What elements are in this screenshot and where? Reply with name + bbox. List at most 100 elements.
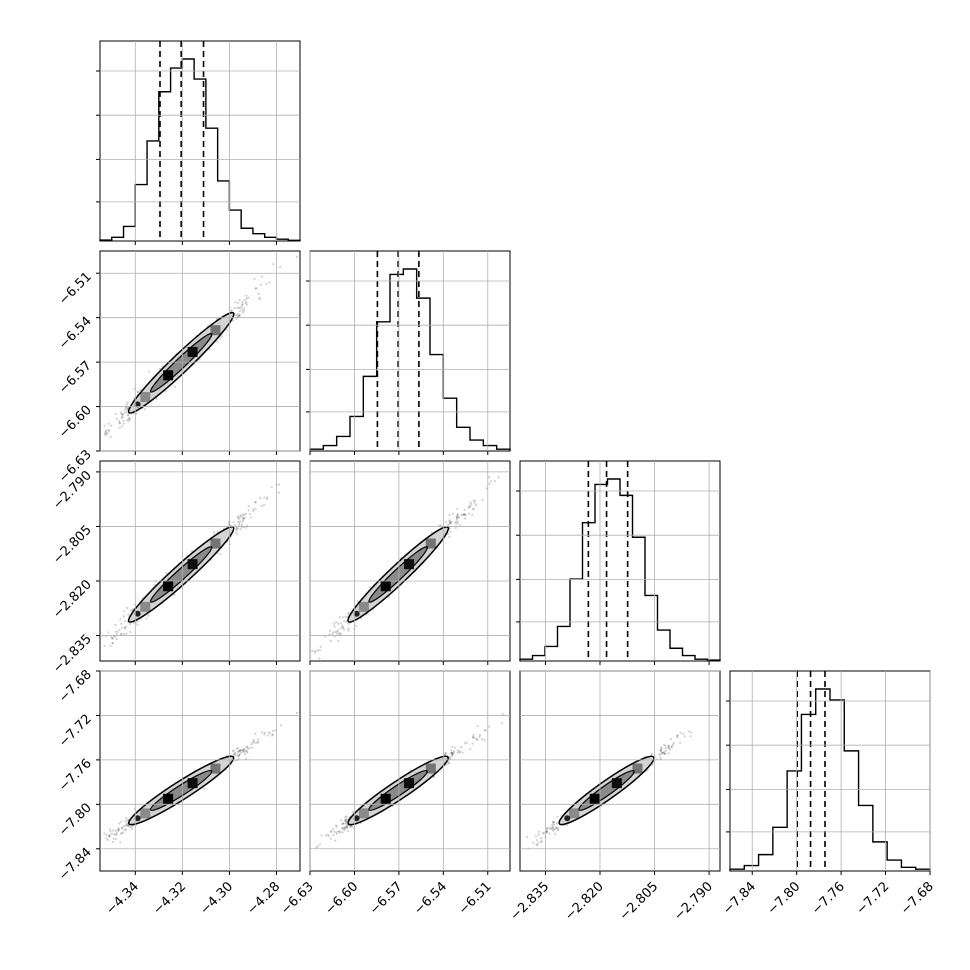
scatter-point <box>467 506 470 509</box>
scatter-point <box>535 843 538 846</box>
scatter-point <box>481 738 484 741</box>
scatter-point <box>225 328 228 332</box>
scatter-point <box>263 731 267 734</box>
scatter-point <box>128 417 131 420</box>
scatter-point <box>117 829 120 832</box>
scatter-point <box>456 515 459 518</box>
scatter-point <box>337 830 340 833</box>
scatter-point <box>456 516 459 519</box>
scatter-point <box>497 476 500 479</box>
scatter-point <box>254 501 257 504</box>
scatter-point <box>463 513 466 516</box>
scatter-point <box>343 827 346 830</box>
scatter-point <box>118 628 121 631</box>
scatter-point <box>111 641 114 645</box>
scatter-point <box>682 732 685 735</box>
scatter-point <box>125 816 128 819</box>
scatter-point <box>690 731 693 734</box>
panel-frame <box>99 40 301 242</box>
scatter-point <box>457 521 460 524</box>
scatter-point <box>262 503 266 507</box>
scatter-point <box>218 337 222 340</box>
y-tick-label: −7.84 <box>56 845 95 884</box>
scatter-point <box>265 282 268 286</box>
x-tick-label: −6.60 <box>322 879 361 918</box>
scatter-point <box>450 751 453 755</box>
scatter-point <box>234 531 238 534</box>
y-tick-label: −7.72 <box>56 712 95 751</box>
scatter-point <box>448 762 451 765</box>
scatter-point <box>128 417 131 420</box>
scatter-point <box>316 845 319 848</box>
scatter-point <box>239 515 242 519</box>
scatter-point <box>251 746 254 749</box>
scatter-point <box>108 429 111 432</box>
scatter-point <box>668 748 672 751</box>
scatter-point <box>246 747 249 750</box>
scatter-point <box>446 762 449 765</box>
scatter-point <box>243 751 246 754</box>
outlier-point <box>134 610 141 617</box>
scatter-point <box>107 429 110 432</box>
scatter-point <box>461 751 464 754</box>
outlier-point <box>134 401 141 408</box>
scatter-point <box>467 512 471 515</box>
scatter-point <box>341 827 344 830</box>
scatter-point <box>236 533 239 536</box>
scatter-point <box>347 611 350 615</box>
scatter-point <box>120 633 123 636</box>
scatter-point <box>254 501 257 504</box>
scatter-point <box>237 517 241 520</box>
scatter-point <box>351 810 355 814</box>
scatter-point <box>120 832 123 835</box>
scatter-point <box>556 829 559 832</box>
density-cell <box>632 763 643 774</box>
scatter-point <box>119 841 122 844</box>
scatter-point <box>145 617 148 620</box>
gridlines <box>100 41 300 241</box>
scatter-point <box>147 614 150 617</box>
scatter-point <box>329 837 332 840</box>
scatter-point <box>335 620 338 624</box>
scatter-point <box>236 312 239 316</box>
scatter-point <box>251 741 254 744</box>
scatter-point <box>344 816 347 819</box>
scatter-point <box>158 367 161 371</box>
scatter-point <box>340 627 343 630</box>
scatter-point <box>277 483 281 486</box>
scatter-point <box>236 516 240 519</box>
scatter-point <box>463 508 466 511</box>
scatter-point <box>315 846 318 849</box>
scatter-point <box>190 550 193 553</box>
scatter-point <box>679 731 682 735</box>
scatter-point <box>453 521 457 524</box>
scatter-point <box>235 528 239 532</box>
scatter-point <box>257 738 260 741</box>
scatter-point <box>456 518 459 521</box>
scatter-point <box>346 818 349 821</box>
scatter-point <box>332 833 335 837</box>
density-cell <box>404 778 415 789</box>
scatter-point <box>246 745 249 748</box>
scatter-point <box>123 620 127 623</box>
scatter-point <box>123 633 126 636</box>
scatter-point <box>136 623 139 626</box>
scatter-point <box>457 516 461 519</box>
scatter-point <box>341 616 344 619</box>
scatter-point <box>319 645 322 648</box>
scatter-point <box>311 649 314 653</box>
scatter-point <box>270 734 274 737</box>
scatter-point <box>137 391 140 394</box>
scatter-point <box>555 822 559 825</box>
scatter-point <box>471 735 475 738</box>
scatter-point <box>125 406 128 410</box>
scatter-point <box>260 504 263 508</box>
scatter-point <box>130 827 134 831</box>
gridlines <box>309 251 510 451</box>
scatter-point <box>448 513 451 516</box>
scatter-point <box>481 498 484 501</box>
scatter-point <box>237 749 240 753</box>
scatter-point <box>125 408 129 411</box>
scatter-point <box>235 306 239 309</box>
scatter-point <box>347 612 350 615</box>
